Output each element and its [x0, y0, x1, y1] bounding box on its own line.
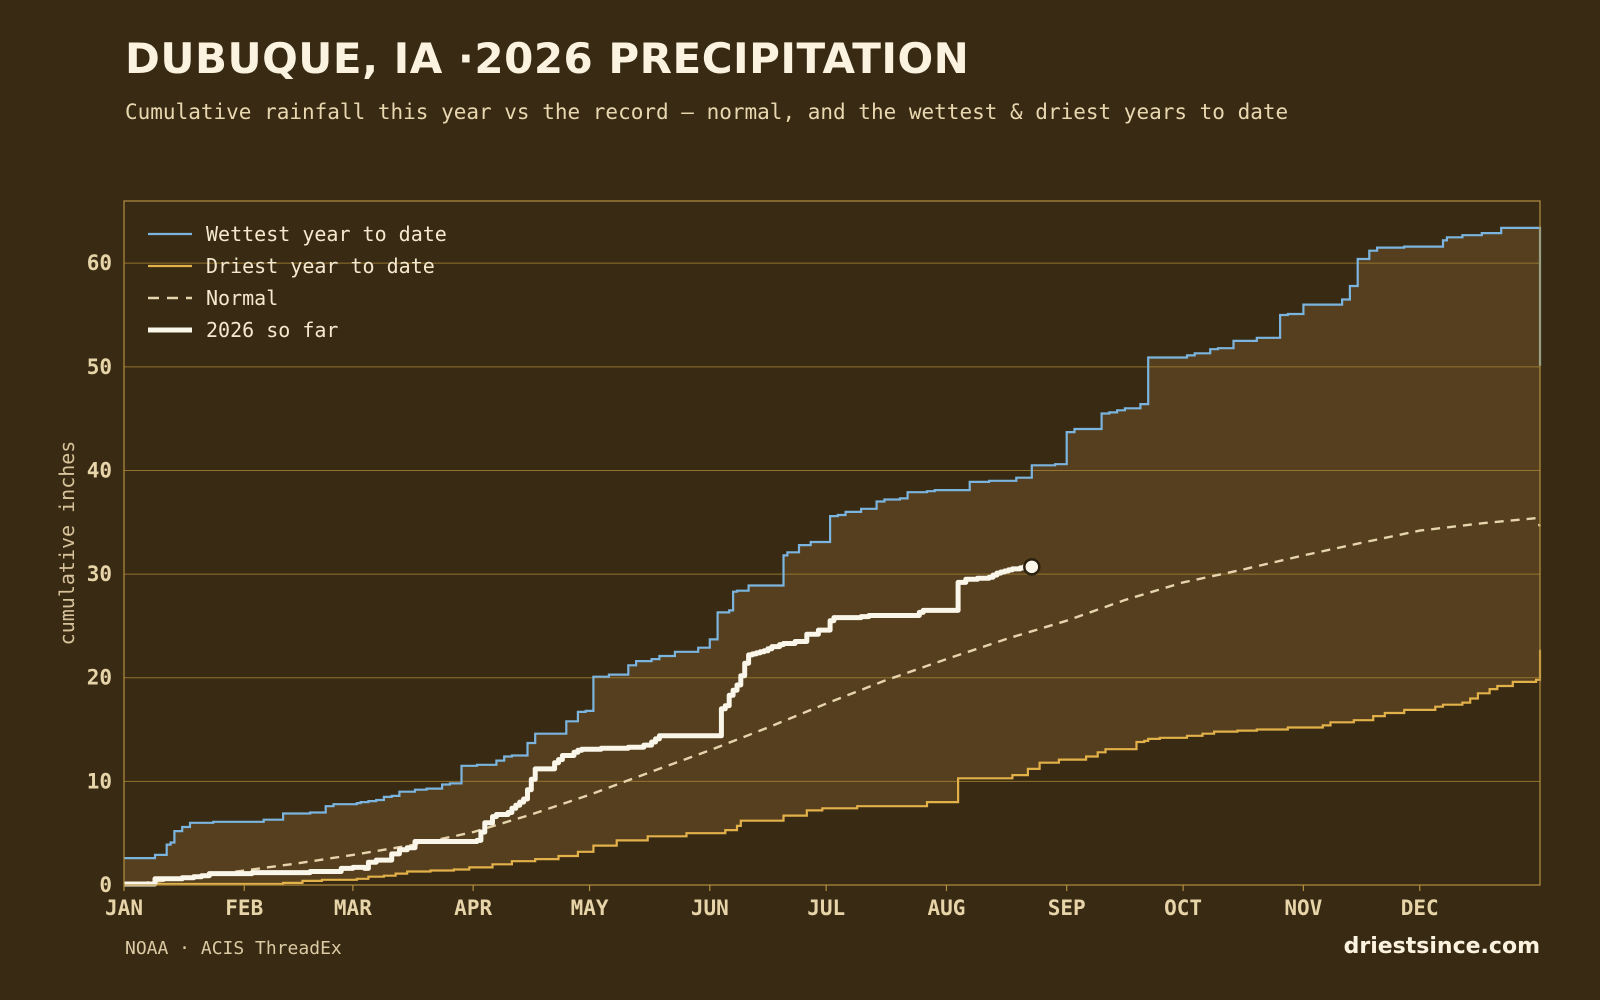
x-tick-label-oct: OCT — [1164, 896, 1202, 920]
series-line-current — [124, 564, 1032, 887]
current-day-marker — [1023, 558, 1041, 576]
x-tick-label-dec: DEC — [1401, 896, 1439, 920]
legend-label-current: 2026 so far — [206, 318, 338, 342]
legend: Wettest year to date Driest year to date N… — [148, 222, 447, 342]
x-tick-label-mar: MAR — [334, 896, 372, 920]
series-line-normal — [123, 516, 1542, 887]
axes: 0 10 20 30 40 50 60 JAN FEB MAR APR MAY JUN JUL AUG SEP… — [55, 200, 1541, 920]
x-tick-label-feb: FEB — [225, 896, 263, 920]
plot-frame — [123, 200, 1541, 886]
y-tick-label-30: 30 — [87, 562, 112, 586]
y-tick-label-50: 50 — [87, 355, 112, 379]
y-tick-label-20: 20 — [87, 666, 112, 690]
x-tick-label-nov: NOV — [1284, 896, 1322, 920]
legend-label-normal: Normal — [206, 286, 278, 310]
record-range-band — [124, 227, 1540, 884]
y-tick-label-40: 40 — [87, 458, 112, 482]
legend-label-driest: Driest year to date — [206, 254, 435, 278]
series-line-driest — [124, 649, 1542, 886]
wettest-driest-band — [124, 227, 1540, 884]
data-source: NOAA · ACIS ThreadEx — [125, 938, 342, 959]
y-tick-label-0: 0 — [99, 873, 112, 897]
x-tick-label-jul: JUL — [807, 896, 845, 920]
y-tick-label-60: 60 — [87, 251, 112, 275]
x-tick-label-may: MAY — [571, 896, 609, 920]
x-tick-label-sep: SEP — [1048, 896, 1086, 920]
y-axis-label: cumulative inches — [55, 441, 79, 646]
series-lines — [123, 226, 1542, 887]
x-tick-label-jun: JUN — [691, 896, 729, 920]
x-tick-label-apr: APR — [454, 896, 492, 920]
chart-title: DUBUQUE, IA ·2026 PRECIPITATION — [125, 34, 970, 83]
brand-link[interactable]: driestsince.com — [1343, 934, 1540, 959]
x-tick-label-jan: JAN — [105, 896, 143, 920]
x-tick-label-aug: AUG — [927, 896, 965, 920]
chart-subtitle: Cumulative rainfall this year vs the rec… — [125, 100, 1289, 124]
y-tick-label-10: 10 — [87, 769, 112, 793]
series-line-wettest — [124, 226, 1542, 860]
legend-label-wettest: Wettest year to date — [206, 222, 447, 246]
gridlines — [124, 262, 1540, 782]
